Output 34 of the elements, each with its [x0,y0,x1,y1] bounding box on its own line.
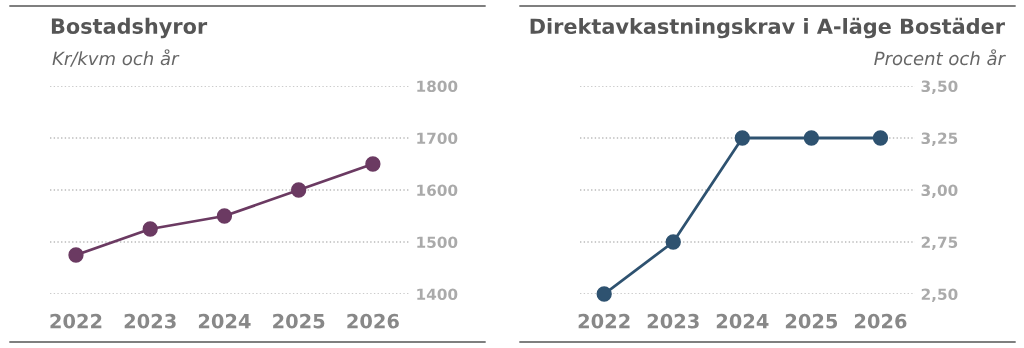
x-tick-label: 2022 [50,313,102,329]
x-tick-label: 2026 [347,313,399,329]
point [872,130,889,146]
y-tick-label: 1700 [417,132,458,145]
chart-title: Bostadshyror [51,17,208,39]
point [68,247,84,263]
x-tick-label: 2023 [124,313,176,329]
y-tick-label: 2,50 [921,288,958,302]
x-tick-label: 2025 [785,313,838,329]
chart-subtitle: Procent och år [874,49,1006,66]
point [665,234,681,250]
x-tick-label: 2024 [198,313,251,329]
y-tick-label: 1600 [417,184,458,197]
y-tick-label: 3,25 [921,132,958,146]
point [803,130,820,146]
point [596,286,612,302]
point [291,182,307,198]
y-tick-label: 3,50 [921,80,958,94]
y-tick-label: 2,75 [921,236,958,250]
y-tick-label: 3,00 [921,184,958,198]
chart-title: Direktavkastningskrav i A-läge Bostäder [530,17,1005,39]
point [734,130,750,146]
y-tick-label: 1500 [417,236,458,249]
x-tick-label: 2025 [273,313,325,329]
x-tick-label: 2022 [578,313,630,329]
chart-subtitle: Kr/kvm och år [52,49,180,67]
y-tick-label: 1800 [417,80,458,93]
x-tick-label: 2024 [716,313,769,329]
point [142,221,158,237]
x-tick-label: 2023 [647,313,699,329]
point [365,156,381,172]
point [216,208,233,224]
y-tick-label: 1400 [417,288,458,301]
x-tick-label: 2026 [854,313,907,329]
